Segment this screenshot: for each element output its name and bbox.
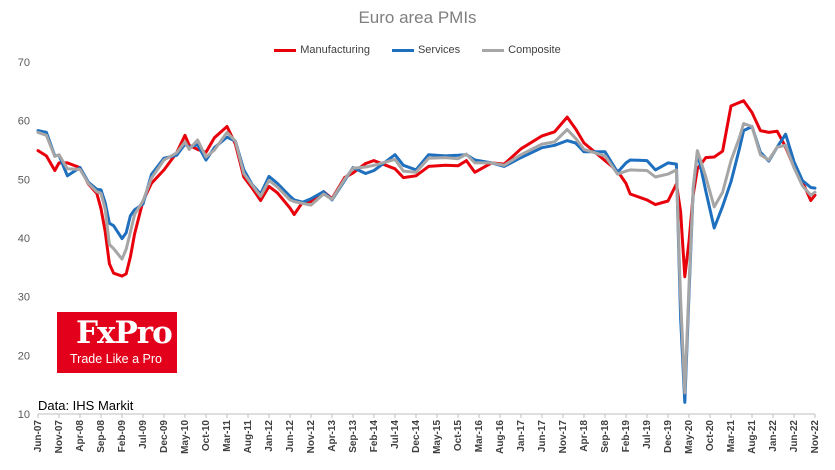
y-tick-label: 60 xyxy=(18,116,30,128)
x-tick-label: Sep-13 xyxy=(348,420,359,453)
x-tick-label: Mar-16 xyxy=(474,420,485,453)
x-tick-label: Jul-09 xyxy=(138,420,149,449)
x-tick-label: Dec-09 xyxy=(159,420,170,453)
y-tick-label: 40 xyxy=(18,233,30,245)
legend-swatch-services xyxy=(391,48,414,52)
x-tick-label: Feb-14 xyxy=(369,420,380,453)
legend-label-services: Services xyxy=(417,44,461,56)
x-tick-label: Jan-22 xyxy=(768,420,779,452)
legend-label-composite: Composite xyxy=(508,44,561,56)
x-tick-label: Apr-08 xyxy=(75,420,86,452)
series-line-manufacturing xyxy=(36,99,817,279)
x-tick-label: Nov-22 xyxy=(810,420,821,454)
x-tick-label: Apr-18 xyxy=(579,420,590,452)
x-tick-label: May-15 xyxy=(432,420,443,454)
x-tick-label: Mar-21 xyxy=(726,420,737,453)
x-tick-label: Nov-12 xyxy=(306,420,317,454)
x-tick-label: Mar-11 xyxy=(222,420,233,452)
y-tick-label: 70 xyxy=(18,57,30,69)
x-tick-label: Jan-12 xyxy=(264,420,275,452)
legend-entry-composite: Composite xyxy=(482,44,561,56)
x-tick-label: Jan-17 xyxy=(516,420,527,452)
y-tick-label: 20 xyxy=(18,350,30,362)
legend-entry-manufacturing: Manufacturing xyxy=(274,44,370,56)
x-tick-label: May-20 xyxy=(684,420,695,454)
x-tick-label: Jun-07 xyxy=(33,420,44,453)
source-note: Data: IHS Markit xyxy=(38,398,134,413)
x-tick-label: Dec-14 xyxy=(411,420,422,453)
y-tick-label: 10 xyxy=(18,409,30,421)
x-tick-label: Nov-17 xyxy=(558,420,569,454)
x-tick-label: Jul-19 xyxy=(642,420,653,449)
x-tick-label: Aug-16 xyxy=(495,420,506,454)
logo-wordmark: FxPro xyxy=(76,315,173,351)
x-tick-label: Oct-15 xyxy=(453,420,464,452)
y-tick-label: 50 xyxy=(18,174,30,186)
x-tick-label: Jul-14 xyxy=(390,420,401,449)
x-tick-label: Feb-19 xyxy=(621,420,632,453)
x-tick-label: Sep-08 xyxy=(96,420,107,453)
legend-entry-services: Services xyxy=(391,44,461,56)
legend-label-manufacturing: Manufacturing xyxy=(300,44,370,56)
x-tick-label: Oct-20 xyxy=(705,420,716,452)
series-line-composite xyxy=(36,122,817,395)
x-tick-label: Aug-11 xyxy=(243,420,254,454)
x-tick-label: Feb-09 xyxy=(117,420,128,453)
x-tick-label: Dec-19 xyxy=(663,420,674,453)
x-tick-label: Jun-22 xyxy=(789,420,800,453)
x-tick-label: Aug-21 xyxy=(747,420,758,454)
legend-swatch-composite xyxy=(482,48,505,52)
logo-tagline: Trade Like a Pro xyxy=(70,352,162,366)
fxpro-logo: FxPro Trade Like a Pro xyxy=(57,312,177,373)
legend-swatch-manufacturing xyxy=(274,48,297,52)
x-tick-label: Sep-18 xyxy=(600,420,611,453)
chart-title: Euro area PMIs xyxy=(358,8,477,27)
series-line-services xyxy=(36,125,817,404)
x-tick-label: May-10 xyxy=(180,420,191,454)
x-tick-label: Oct-10 xyxy=(201,420,212,452)
x-tick-label: Apr-13 xyxy=(327,420,338,452)
x-tick-label: Jun-12 xyxy=(285,420,296,453)
x-tick-label: Nov-07 xyxy=(54,420,65,454)
x-tick-label: Jun-17 xyxy=(537,420,548,453)
y-tick-label: 30 xyxy=(18,292,30,304)
chart-legend: Manufacturing Services Composite xyxy=(0,44,835,56)
